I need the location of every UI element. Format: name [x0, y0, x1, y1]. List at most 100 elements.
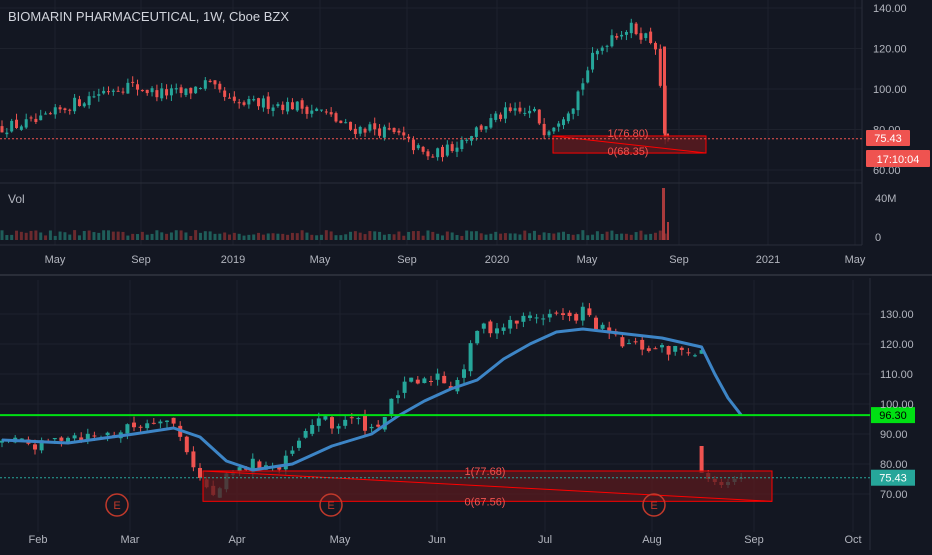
- weekly-candle-body: [513, 108, 517, 111]
- weekly-candle-body: [179, 87, 183, 94]
- daily-candle-body: [435, 373, 440, 380]
- volume-bar: [165, 233, 169, 240]
- weekly-candle-body: [290, 102, 294, 110]
- volume-bar: [586, 235, 590, 240]
- volume-bar: [121, 231, 125, 240]
- weekly-candle-body: [126, 82, 130, 94]
- bottom-fib-bottom-label: 0(67.56): [465, 496, 506, 508]
- weekly-candle-body: [281, 104, 285, 111]
- weekly-candle-body: [77, 99, 81, 107]
- top-fib-bottom-label: 0(68.35): [608, 146, 649, 158]
- daily-candle-body: [481, 323, 486, 329]
- volume-bar: [508, 233, 512, 240]
- weekly-candle-body: [34, 118, 38, 122]
- daily-candle-body: [501, 327, 506, 331]
- weekly-candle-body: [576, 91, 580, 111]
- volume-bar: [440, 235, 444, 240]
- volume-bar: [503, 233, 507, 240]
- weekly-candle-body: [455, 147, 459, 152]
- daily-candle-body: [191, 451, 196, 468]
- weekly-candle-body: [208, 80, 212, 82]
- weekly-candle-body: [503, 107, 507, 119]
- volume-bar: [344, 234, 348, 240]
- daily-candle-body: [673, 345, 678, 352]
- weekly-candle-body: [465, 139, 469, 141]
- weekly-candle-body: [484, 126, 488, 130]
- volume-bar: [382, 234, 386, 240]
- volume-bar: [494, 231, 498, 240]
- weekly-candle-body: [310, 110, 314, 114]
- weekly-candle-body: [58, 107, 62, 110]
- weekly-candle-body: [39, 115, 43, 121]
- volume-bar: [465, 230, 469, 240]
- top-y-tick-label: 120.00: [873, 44, 907, 56]
- weekly-candle-body: [184, 88, 188, 96]
- top-x-tick-label: May: [45, 254, 66, 266]
- volume-bar: [300, 230, 304, 240]
- weekly-candle-body: [242, 102, 246, 105]
- daily-candle-body: [85, 433, 90, 440]
- volume-bar: [97, 232, 101, 240]
- volume-bar: [208, 231, 212, 240]
- volume-bar: [24, 232, 28, 240]
- volume-bar: [174, 230, 178, 240]
- daily-candle-body: [488, 321, 493, 334]
- weekly-candle-body: [557, 123, 561, 127]
- volume-bar: [624, 233, 628, 240]
- volume-bar: [92, 232, 96, 240]
- volume-bar: [19, 231, 23, 240]
- weekly-candle-body: [358, 126, 362, 134]
- bottom-fib-top-label: 1(77.68): [465, 466, 506, 478]
- chart-title: BIOMARIN PHARMACEUTICAL, 1W, Cboe BZX: [8, 9, 290, 24]
- volume-bar: [373, 231, 377, 240]
- volume-bar: [232, 232, 236, 240]
- volume-bar: [145, 234, 149, 240]
- volume-label: Vol: [8, 192, 25, 206]
- volume-bar: [528, 233, 532, 240]
- daily-candle-body: [250, 458, 255, 473]
- top-last-price-tag: [866, 130, 910, 146]
- volume-y-tick-label: 40M: [875, 193, 896, 205]
- volume-bar: [542, 232, 546, 240]
- weekly-candle-body: [595, 50, 599, 55]
- weekly-candle-body: [518, 107, 522, 112]
- daily-candle-body: [132, 422, 136, 428]
- weekly-candle-body: [87, 96, 91, 106]
- volume-bar: [315, 235, 319, 240]
- daily-candle-body: [554, 312, 559, 314]
- weekly-candle-body: [286, 101, 290, 112]
- volume-bar: [48, 230, 52, 240]
- volume-spike-bar: [662, 188, 665, 240]
- weekly-candle-body: [532, 108, 536, 112]
- daily-candle-body: [171, 417, 176, 424]
- daily-candle-body: [323, 416, 328, 420]
- daily-candle-body: [587, 308, 592, 316]
- daily-candle-body: [237, 467, 242, 472]
- weekly-candle-body: [232, 96, 236, 101]
- daily-candle-body: [363, 415, 367, 431]
- top-x-tick-label: May: [845, 254, 866, 266]
- bottom-x-tick-label: Mar: [121, 534, 140, 546]
- top-last-price-text: 75.43: [874, 133, 902, 145]
- volume-bar: [353, 231, 357, 240]
- daily-candle-body: [198, 467, 202, 478]
- daily-candle-body: [646, 348, 651, 351]
- volume-bar: [150, 233, 154, 240]
- weekly-candle-body: [174, 88, 178, 90]
- daily-candle-body: [561, 313, 565, 315]
- top-x-tick-label: May: [577, 254, 598, 266]
- daily-candle-body: [389, 398, 394, 415]
- daily-candle-body: [600, 324, 605, 329]
- volume-bar: [387, 234, 391, 240]
- volume-bar: [15, 230, 19, 240]
- volume-bar: [334, 235, 338, 240]
- volume-bar: [126, 235, 130, 240]
- daily-candle-body: [72, 435, 77, 439]
- daily-candle-body: [627, 343, 631, 345]
- volume-bar: [562, 231, 566, 240]
- weekly-candle-body: [68, 109, 72, 111]
- weekly-candle-body: [247, 99, 251, 105]
- bottom-x-tick-label: Apr: [228, 534, 245, 546]
